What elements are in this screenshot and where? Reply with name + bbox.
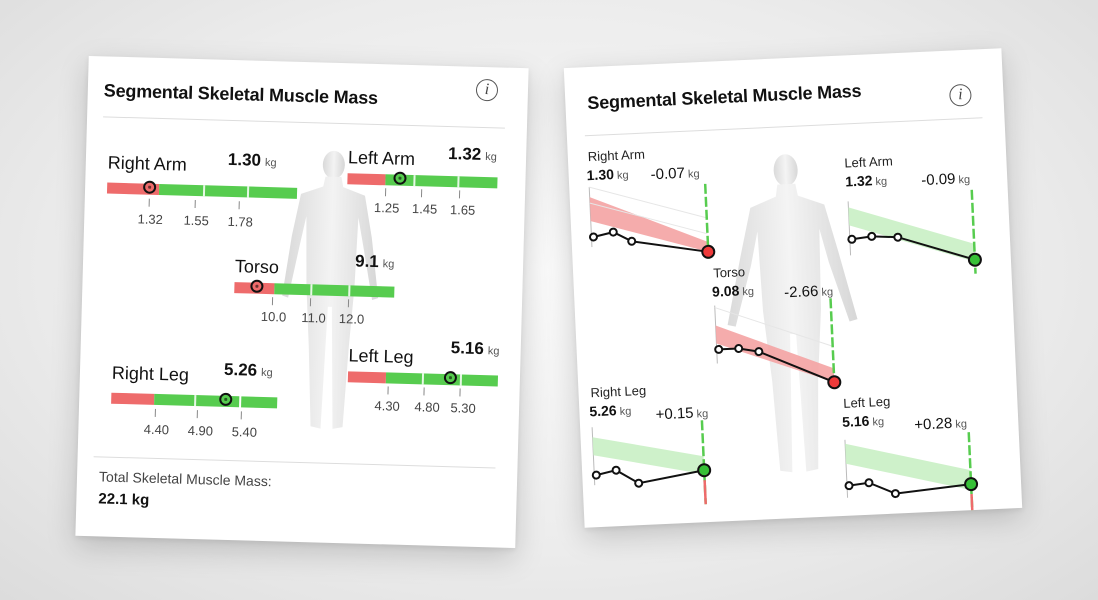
segment-left-leg: Left Leg 5.16 kg 4.30 4.80 5.30 bbox=[347, 338, 500, 429]
tick-label: 10.0 bbox=[260, 308, 287, 325]
tick-label: 12.0 bbox=[338, 311, 365, 327]
trend-value: 5.26 kg bbox=[589, 402, 632, 420]
card-title: Segmental Skeletal Muscle Mass bbox=[586, 80, 862, 114]
trend-value: 1.30 kg bbox=[586, 166, 629, 184]
segment-value: 5.16 kg bbox=[450, 338, 500, 359]
tick-label: 1.32 bbox=[137, 211, 164, 228]
range-bar bbox=[111, 392, 278, 409]
divider bbox=[103, 116, 505, 129]
total-value: 22.1 kg bbox=[98, 490, 150, 509]
card-title: Segmental Skeletal Muscle Mass bbox=[103, 80, 379, 109]
range-bar bbox=[347, 171, 498, 189]
segment-value: 1.32 kg bbox=[447, 144, 498, 164]
tick-label: 4.80 bbox=[414, 399, 440, 415]
trend-chart bbox=[588, 183, 716, 262]
tick-label: 5.30 bbox=[450, 400, 476, 416]
tick-label: 1.55 bbox=[183, 212, 210, 229]
range-bar bbox=[234, 279, 395, 298]
trend-chart bbox=[844, 432, 979, 517]
tick-label: 4.40 bbox=[143, 421, 170, 438]
tick-label: 1.25 bbox=[373, 199, 400, 216]
trend-chart bbox=[714, 298, 842, 390]
trend-name: Right Leg bbox=[590, 382, 647, 401]
trend-chart bbox=[847, 189, 982, 274]
trend-right-arm: Right Arm 1.30 kg -0.07 kg bbox=[585, 143, 721, 279]
segment-value: 1.30 kg bbox=[227, 149, 277, 170]
trend-name: Torso bbox=[712, 264, 746, 281]
tick-label: 5.40 bbox=[231, 424, 258, 440]
body-figure bbox=[282, 150, 379, 429]
trend-chart bbox=[591, 420, 712, 505]
segment-right-leg: Right Leg 5.26 kg 4.40 4.90 5.40 bbox=[110, 359, 278, 448]
segment-left-arm: Left Arm 1.32 kg 1.25 1.45 1.65 bbox=[346, 144, 498, 231]
segment-name: Left Arm bbox=[347, 147, 416, 170]
trend-delta: -0.07 kg bbox=[650, 164, 700, 184]
trend-value: 5.16 kg bbox=[841, 412, 885, 430]
divider bbox=[93, 456, 496, 469]
muscle-mass-card-trend: Segmental Skeletal Muscle Mass i Right A… bbox=[563, 48, 1023, 528]
total-label: Total Skeletal Muscle Mass: bbox=[98, 468, 272, 490]
tick-label: 4.30 bbox=[374, 398, 400, 414]
segment-value: 5.26 kg bbox=[223, 359, 273, 380]
trend-left-leg: Left Leg 5.16 kg +0.28 kg bbox=[841, 389, 997, 526]
trend-delta: +0.28 kg bbox=[913, 414, 968, 434]
segment-name: Right Leg bbox=[111, 362, 190, 385]
tick-label: 4.90 bbox=[187, 422, 214, 439]
muscle-mass-card-current: Segmental Skeletal Muscle Mass i Right A… bbox=[75, 55, 529, 549]
info-icon[interactable]: i bbox=[948, 83, 972, 107]
tick-label: 11.0 bbox=[301, 309, 326, 326]
segment-value: 9.1 kg bbox=[354, 251, 395, 272]
trend-name: Left Arm bbox=[844, 153, 894, 171]
trend-name: Right Arm bbox=[587, 146, 646, 165]
tick-label: 1.45 bbox=[411, 201, 438, 217]
segment-name: Torso bbox=[234, 256, 280, 278]
tick-label: 1.78 bbox=[227, 213, 254, 230]
trend-delta: -0.09 kg bbox=[920, 170, 971, 190]
trend-torso: Torso 9.08 kg -2.66 kg bbox=[711, 260, 847, 396]
body-figure bbox=[727, 154, 858, 473]
segment-right-arm: Right Arm 1.30 kg 1.32 1.55 1.78 bbox=[106, 149, 298, 238]
range-bar bbox=[106, 180, 298, 199]
trend-left-arm: Left Arm 1.32 kg -0.09 kg bbox=[844, 149, 990, 285]
segment-name: Right Arm bbox=[107, 152, 188, 175]
trend-value: 9.08 kg bbox=[711, 282, 755, 300]
tick-label: 1.65 bbox=[449, 202, 476, 218]
trend-value: 1.32 kg bbox=[844, 172, 888, 190]
segment-torso: Torso 9.1 kg 10.0 11.0 12.0 bbox=[233, 251, 395, 340]
info-icon[interactable]: i bbox=[475, 78, 499, 102]
range-bar bbox=[347, 370, 499, 387]
divider bbox=[584, 117, 983, 137]
segment-name: Left Leg bbox=[348, 345, 414, 368]
trend-right-leg: Right Leg 5.26 kg +0.15 kg bbox=[588, 379, 724, 515]
trend-name: Left Leg bbox=[842, 393, 891, 411]
